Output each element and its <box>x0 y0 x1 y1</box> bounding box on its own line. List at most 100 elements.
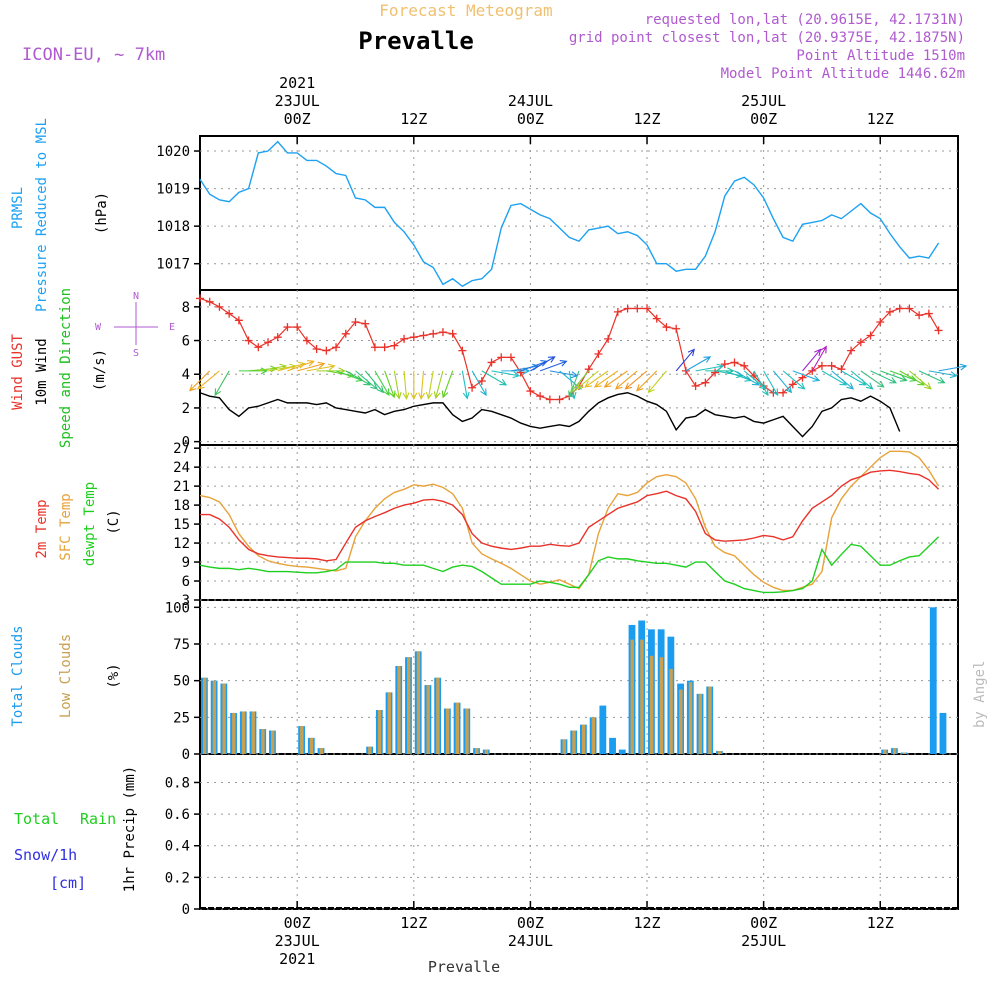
wind-arrow-73 <box>918 370 946 384</box>
temp-label-dewpt: dewpt Temp <box>82 482 98 566</box>
ytick-label-temperature-5: 18 <box>173 498 190 514</box>
low-cloud-bar-27 <box>465 708 469 754</box>
low-cloud-bar-40 <box>591 717 596 754</box>
gust-marker-71 <box>885 307 894 316</box>
compass-s: S <box>133 348 139 359</box>
gust-marker-15 <box>341 329 350 338</box>
ytick-label-clouds-4: 100 <box>165 600 190 616</box>
low-cloud-bar-11 <box>309 737 314 754</box>
gust-marker-56 <box>740 361 749 370</box>
top-time-label-3-0: 12Z <box>633 110 660 128</box>
wind-arrow-10 <box>306 363 336 372</box>
gust-marker-13 <box>322 346 331 355</box>
gust-marker-27 <box>458 346 467 355</box>
gust-marker-31 <box>497 353 506 362</box>
low-cloud-bar-46 <box>649 655 654 754</box>
low-cloud-bar-7 <box>270 730 275 754</box>
ytick-label-temperature-3: 12 <box>173 536 190 552</box>
t2m-line <box>200 469 940 562</box>
top-time-label-4-1: 00Z <box>750 110 777 128</box>
pressure-line <box>199 140 940 288</box>
wind-arrow-74 <box>928 370 958 379</box>
grid-point-coords: grid point closest lon,lat (20.9375E, 42… <box>569 30 965 46</box>
gust-marker-36 <box>545 395 554 404</box>
total-cloud-bar-42 <box>609 737 616 754</box>
wind-arrow-45 <box>624 370 648 390</box>
ytick-label-precip-2: 0.4 <box>165 839 190 855</box>
gust-marker-37 <box>555 395 564 404</box>
wind-arrow-1 <box>197 370 220 390</box>
low-cloud-bar-12 <box>319 748 323 754</box>
ytick-label-wind-4: 8 <box>182 300 190 316</box>
wind-arrow-44 <box>614 370 638 390</box>
wind-arrow-67 <box>860 370 885 388</box>
low-cloud-bar-45 <box>640 639 644 754</box>
wind-arrow-0 <box>189 370 211 392</box>
model-altitude: Model Point Altitude 1446.62m <box>721 66 965 82</box>
low-cloud-bar-23 <box>426 685 430 754</box>
footer-station: Prevalle <box>428 958 500 976</box>
wind-arrow-20 <box>402 370 410 400</box>
panel-frames <box>199 135 959 910</box>
gust-marker-3 <box>225 309 234 318</box>
gust-marker-68 <box>856 338 865 347</box>
gust-marker-28 <box>468 383 477 392</box>
bottom-time-label-0-0: 00Z <box>284 914 311 932</box>
ytick-label-temperature-4: 15 <box>173 517 190 533</box>
bottom-time-label-3-0: 12Z <box>633 914 660 932</box>
wind-arrow-24 <box>433 370 444 400</box>
wind-arrow-50 <box>695 363 725 372</box>
gust-marker-19 <box>380 343 389 352</box>
gust-marker-14 <box>332 343 341 352</box>
wind-arrow-38 <box>568 370 580 399</box>
panel-grids <box>200 136 958 910</box>
low-cloud-bar-37 <box>562 739 566 754</box>
temp-label-unit: (C) <box>106 509 122 534</box>
panel-frame-clouds <box>199 599 959 755</box>
y-axis-ticks: 1017101810191020024683691215182124270255… <box>156 144 200 918</box>
bottom-time-label-0-2: 2021 <box>279 950 315 968</box>
low-cloud-bar-28 <box>475 748 479 754</box>
sfc-temp-line <box>199 450 940 592</box>
ytick-label-temperature-1: 6 <box>182 574 190 590</box>
ytick-label-wind-2: 4 <box>182 367 190 383</box>
gust-marker-50 <box>681 366 690 375</box>
data-series <box>189 140 968 909</box>
gust-marker-17 <box>361 319 370 328</box>
top-time-label-5-0: 12Z <box>867 110 894 128</box>
wind-arrow-8 <box>287 359 315 372</box>
wind-arrow-58 <box>772 370 793 394</box>
gust-marker-70 <box>876 318 885 327</box>
gust-marker-45 <box>633 304 642 313</box>
low-cloud-bar-70 <box>883 749 887 754</box>
gust-marker-22 <box>409 333 418 342</box>
ytick-label-clouds-3: 75 <box>173 637 190 653</box>
low-cloud-bar-39 <box>581 724 586 754</box>
gust-marker-47 <box>652 314 661 323</box>
wind-arrow-23 <box>425 370 434 400</box>
gust-marker-5 <box>244 336 253 345</box>
top-time-label-1-0: 12Z <box>400 110 427 128</box>
low-cloud-bar-20 <box>397 666 401 754</box>
ytick-label-temperature-0: 3 <box>182 593 190 609</box>
wind-arrow-46 <box>636 370 658 392</box>
wind-arrow-60 <box>792 370 821 382</box>
gust-marker-42 <box>604 334 613 343</box>
low-cloud-bar-71 <box>892 748 897 754</box>
wind-arrow-61 <box>802 348 822 372</box>
gust-marker-46 <box>643 304 652 313</box>
top-time-label-0-0: 2021 <box>279 74 315 92</box>
low-cloud-bar-19 <box>387 692 391 754</box>
gust-marker-74 <box>915 311 924 320</box>
wind-arrow-17 <box>374 370 390 397</box>
gust-marker-54 <box>720 360 729 369</box>
ytick-label-pressure-2: 1019 <box>156 182 190 198</box>
gust-marker-60 <box>779 388 788 397</box>
total-cloud-bar-75 <box>929 607 937 754</box>
wind10-line <box>199 392 901 438</box>
wind-arrow-69 <box>880 370 908 382</box>
ytick-label-precip-1: 0.2 <box>165 870 190 886</box>
gust-marker-7 <box>264 338 273 347</box>
bottom-time-label-2-1: 24JUL <box>508 932 553 950</box>
wind-arrow-21 <box>410 370 418 401</box>
